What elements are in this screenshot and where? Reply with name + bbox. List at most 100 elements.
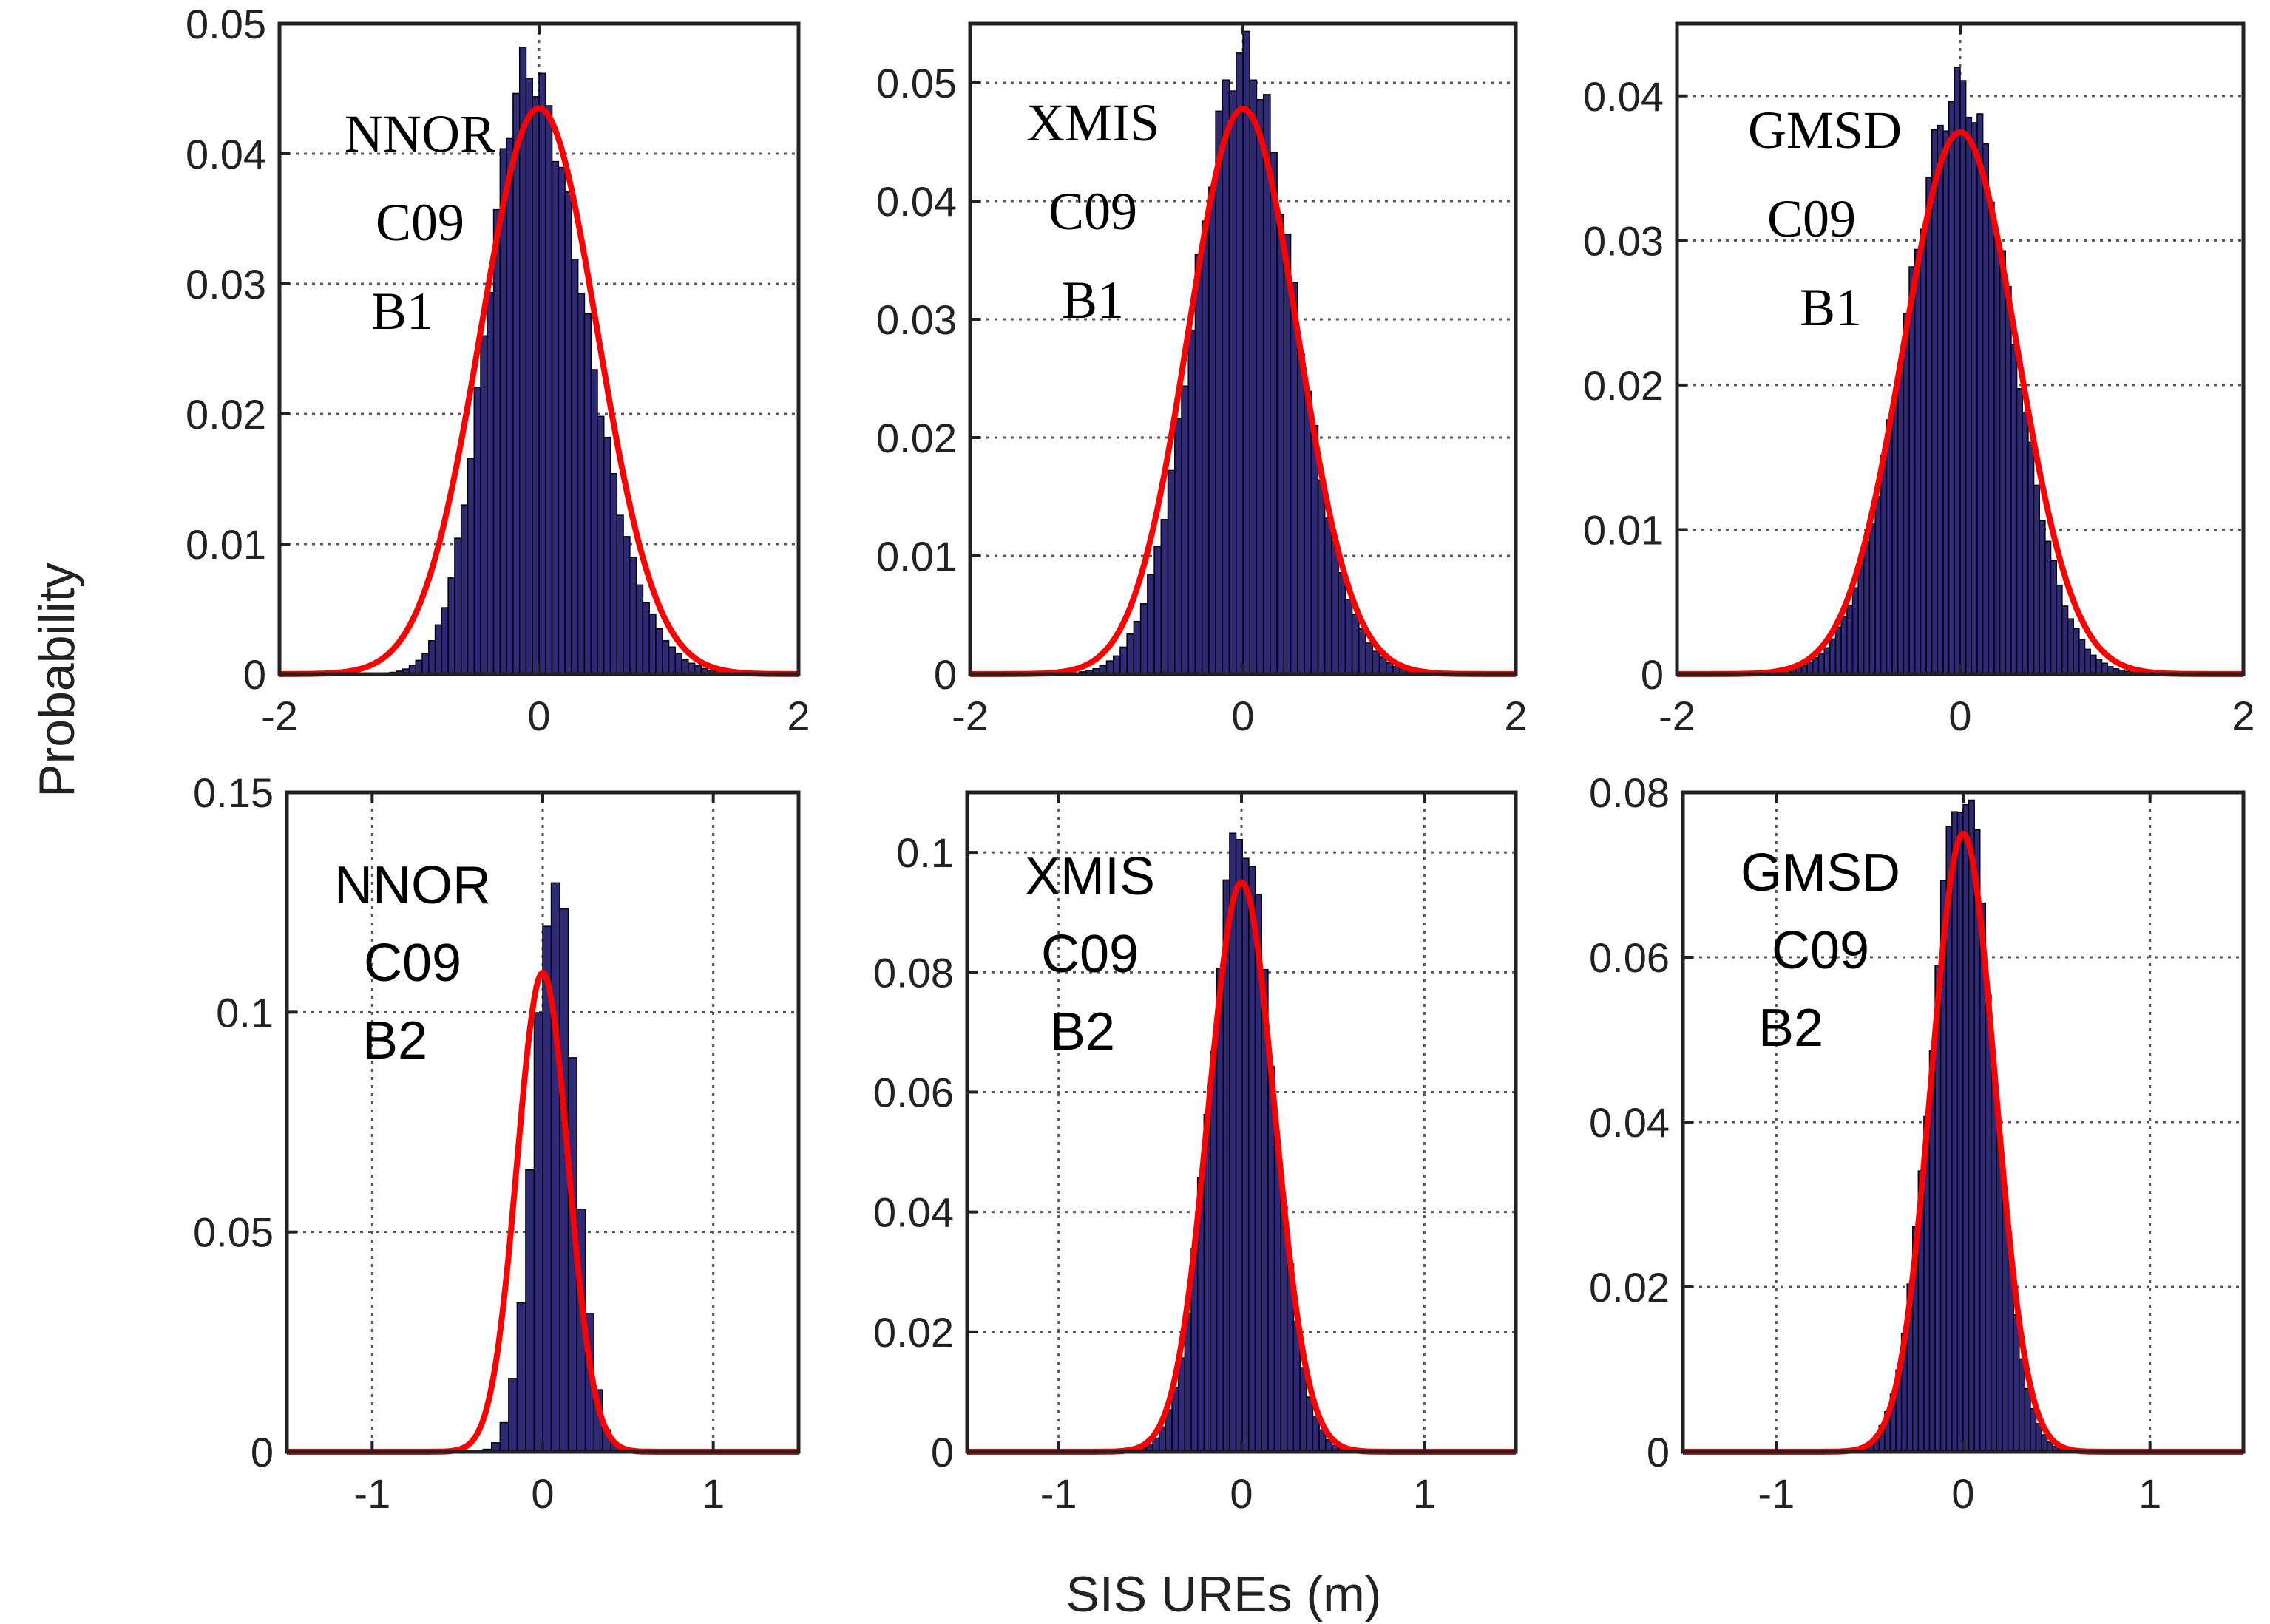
x-tick-label: 0 <box>527 693 550 739</box>
normal-fit-curve <box>278 105 800 677</box>
x-tick-label: 0 <box>531 1470 554 1517</box>
panel-annotation: GMSD <box>1748 101 1902 160</box>
histogram-bar <box>441 607 449 675</box>
histogram-bar <box>2095 659 2103 675</box>
y-tick-label: 0.04 <box>1583 73 1664 120</box>
y-tick-label: 0.08 <box>1589 769 1670 816</box>
histogram-bar <box>1880 455 1888 675</box>
histogram-bar <box>1874 496 1882 675</box>
histogram-bar <box>1812 656 1820 675</box>
histogram-bar <box>487 291 495 675</box>
histogram-bar <box>434 624 443 675</box>
histogram-bar <box>1857 563 1865 675</box>
histogram <box>1133 832 1352 1453</box>
histogram-bar <box>473 386 481 675</box>
histogram-bar <box>590 369 598 675</box>
histogram-bar <box>668 646 677 675</box>
histogram-bar <box>559 908 569 1453</box>
histogram-bar <box>1215 110 1224 675</box>
histogram-bar <box>516 1302 526 1453</box>
histogram-bar <box>1324 517 1332 675</box>
y-tick-label: 0.03 <box>1583 217 1664 264</box>
histogram-bar <box>1948 101 1956 675</box>
histogram-bar <box>609 473 618 675</box>
histogram-bar <box>508 1378 518 1453</box>
histogram-bar <box>616 514 624 675</box>
histogram-bar <box>2090 654 2097 675</box>
histogram-bar <box>1351 614 1360 675</box>
histogram-bar <box>577 293 586 675</box>
histogram-bar <box>1256 99 1264 675</box>
y-tick-label: 0.04 <box>1589 1099 1670 1146</box>
histogram-bar <box>1903 313 1910 675</box>
y-tick-label: 0.05 <box>193 1209 274 1256</box>
histogram-bar <box>1965 116 1973 675</box>
x-tick-label: 2 <box>1504 693 1527 739</box>
histogram-bar <box>2019 1358 2026 1453</box>
panel-nnor-b2: -1 0 1 0 0.05 0.1 0.15 NNOR C09 B2 <box>193 769 801 1517</box>
histogram-bar <box>1235 839 1243 1453</box>
histogram-bar <box>1105 660 1114 675</box>
y-tick-label: 0.03 <box>186 261 266 308</box>
histogram-bar <box>1925 177 1933 675</box>
panel-annotation: C09 <box>1772 921 1869 980</box>
histogram-bar <box>525 1169 535 1453</box>
histogram-bar <box>2056 584 2063 675</box>
x-tick-label: 0 <box>1948 693 1971 739</box>
y-tick-label: 0.06 <box>1589 934 1670 981</box>
histogram-bar <box>1988 201 1995 675</box>
histogram-bar <box>1982 143 1990 675</box>
histogram-bar <box>2039 520 2046 675</box>
histogram-bar <box>499 1421 509 1453</box>
histogram-bar <box>1985 994 1992 1453</box>
histogram-bar <box>2061 605 2069 675</box>
histogram-bar <box>681 659 689 675</box>
normal-fit-curve <box>1676 129 2244 677</box>
panel-annotation: C09 <box>364 934 461 993</box>
y-tick-label: 0.02 <box>873 1309 954 1356</box>
normal-fit-curve <box>969 106 1517 677</box>
x-tick-label: -1 <box>353 1470 390 1517</box>
histogram-bar <box>2022 411 2029 675</box>
y-tick-label: 0.06 <box>873 1069 954 1115</box>
histogram-bar <box>1236 52 1244 675</box>
histogram-bar <box>1968 799 1975 1453</box>
histogram-bar <box>1962 803 1970 1453</box>
y-tick-label: 0.02 <box>876 415 957 461</box>
panel-annotation: C09 <box>1767 189 1856 248</box>
y-tick-label: 0.01 <box>186 521 266 568</box>
histogram-bar <box>1823 647 1831 675</box>
histogram-bar <box>551 160 560 675</box>
histogram <box>482 882 629 1453</box>
histogram-bar <box>1306 1396 1314 1453</box>
x-tick-label: 2 <box>787 693 810 739</box>
histogram-bar <box>1119 646 1128 675</box>
panel-annotation: C09 <box>1041 925 1139 984</box>
histogram-bar <box>1851 587 1859 675</box>
histogram-bar <box>1920 228 1927 675</box>
histogram-bar <box>2005 285 2012 675</box>
x-axis-title: SIS UREs (m) <box>1066 1566 1382 1623</box>
y-axis-title: Probability <box>29 563 85 798</box>
histogram-bar <box>603 436 611 675</box>
histogram <box>389 47 728 675</box>
histogram-bar <box>447 577 455 675</box>
histogram-bar <box>1160 519 1169 675</box>
y-tick-label: 0 <box>1647 1429 1670 1475</box>
y-tick-label: 0.01 <box>1583 506 1664 553</box>
x-tick-label: -2 <box>952 693 989 739</box>
histogram-bar <box>460 504 469 675</box>
histogram-bar <box>1174 418 1182 675</box>
histogram-bar <box>1942 130 1950 675</box>
y-tick-label: 0.15 <box>193 769 274 816</box>
histogram-bar <box>1210 1050 1218 1453</box>
histogram-bar <box>1954 67 1961 675</box>
panel-annotation: GMSD <box>1741 843 1900 903</box>
y-tick-label: 0.02 <box>1589 1264 1670 1311</box>
histogram-bar <box>1372 650 1380 675</box>
histogram-bar <box>1181 385 1189 675</box>
x-tick-label: -1 <box>1040 1470 1077 1517</box>
histogram-bar <box>545 105 553 675</box>
